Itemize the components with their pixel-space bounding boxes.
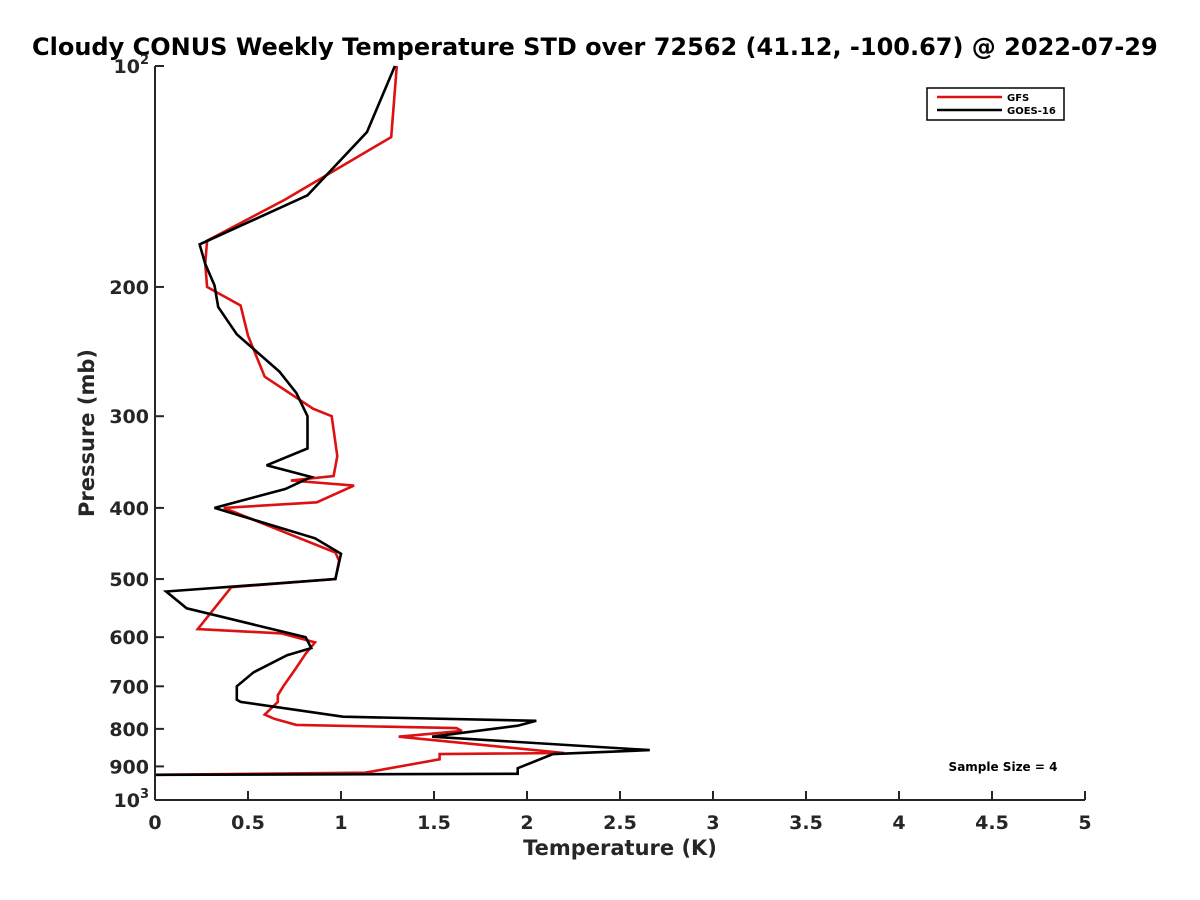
y-tick-label: 400 bbox=[109, 498, 149, 520]
plot-axes bbox=[154, 66, 1085, 801]
legend-box bbox=[926, 87, 1065, 121]
x-tick-label: 5 bbox=[1078, 812, 1091, 834]
y-tick-label: 900 bbox=[109, 756, 149, 778]
x-tick-label: 0 bbox=[148, 812, 161, 834]
series-line-goes-16 bbox=[154, 65, 650, 777]
legend: GFS GOES-16 bbox=[926, 87, 1065, 121]
y-tick-label: 600 bbox=[109, 627, 149, 649]
y-tick-label: 800 bbox=[109, 719, 149, 741]
sample-size-annotation: Sample Size = 4 bbox=[949, 760, 1058, 774]
x-tick-label: 1.5 bbox=[417, 812, 451, 834]
x-axis-label: Temperature (K) bbox=[523, 836, 717, 860]
x-tick-label: 4.5 bbox=[975, 812, 1009, 834]
plot-lines bbox=[154, 65, 650, 777]
x-tick-label: 4 bbox=[892, 812, 905, 834]
chart-title: Cloudy CONUS Weekly Temperature STD over… bbox=[32, 33, 1158, 61]
x-tick-label: 2.5 bbox=[603, 812, 637, 834]
y-tick-label: 700 bbox=[109, 676, 149, 698]
legend-label: GOES-16 bbox=[1007, 106, 1056, 117]
y-tick-label: 300 bbox=[109, 406, 149, 428]
x-tick-label: 2 bbox=[520, 812, 533, 834]
x-tick-label: 1 bbox=[334, 812, 347, 834]
x-tick-label: 3.5 bbox=[789, 812, 823, 834]
x-axis-ticks: 0 0.5 1 1.5 2 2.5 3 3.5 4 4.5 5 bbox=[148, 791, 1092, 834]
y-tick-label-power: 103 bbox=[114, 787, 150, 812]
y-tick-label: 500 bbox=[109, 569, 149, 591]
series-line-gfs bbox=[154, 65, 565, 777]
y-tick-label-power: 102 bbox=[114, 53, 150, 78]
y-axis-label: Pressure (mb) bbox=[75, 349, 99, 517]
y-tick-label: 200 bbox=[109, 277, 149, 299]
x-tick-label: 3 bbox=[706, 812, 719, 834]
x-tick-label: 0.5 bbox=[231, 812, 265, 834]
legend-label: GFS bbox=[1007, 93, 1029, 104]
y-axis-ticks: 200 300 400 500 600 700 800 900 102 103 bbox=[109, 53, 164, 812]
